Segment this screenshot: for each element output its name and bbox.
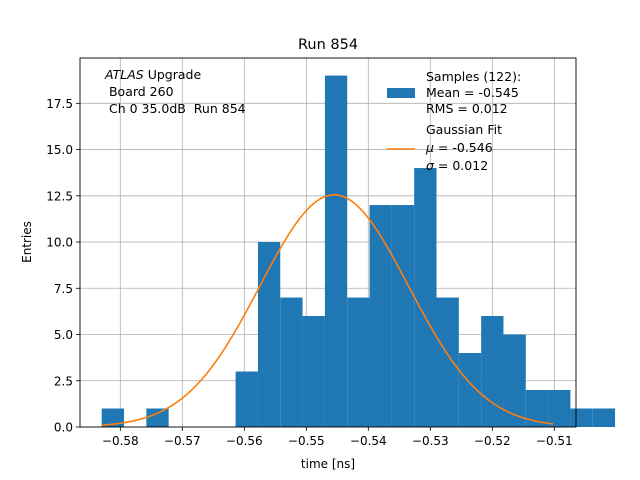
sigma-value: = 0.012 (434, 158, 488, 173)
sigma-symbol: σ (426, 158, 435, 173)
y-tick-label: 10.0 (46, 236, 73, 250)
y-tick-label: 15.0 (46, 143, 73, 157)
histogram-bar (414, 168, 437, 428)
y-tick-label: 0.0 (54, 421, 73, 435)
histogram-bar (525, 390, 549, 427)
y-tick-label: 2.5 (54, 374, 73, 388)
y-axis-ticks: 0.0 2.5 5.0 7.5 10.0 12.5 15.0 17.5 (46, 97, 80, 435)
histogram-bar (235, 371, 258, 427)
legend-samples-rms: RMS = 0.012 (426, 101, 508, 116)
legend-fit-label: Gaussian Fit (426, 122, 502, 137)
upgrade-label: Upgrade (144, 67, 202, 82)
x-tick-label: −0.54 (350, 434, 387, 448)
x-tick-label: −0.51 (536, 434, 573, 448)
histogram-bars (101, 75, 616, 428)
y-tick-label: 12.5 (46, 189, 73, 203)
x-axis-ticks: −0.58 −0.57 −0.56 −0.55 −0.54 −0.53 −0.52 −0.51 (102, 427, 573, 448)
plot-frame (79, 57, 577, 428)
x-axis-label: time [ns] (301, 457, 355, 471)
histogram-bar (570, 408, 593, 427)
histogram-bar (280, 297, 303, 427)
legend: Samples (122): Mean = -0.545 RMS = 0.012… (387, 69, 521, 173)
x-tick-label: −0.56 (226, 434, 263, 448)
histogram-bar (458, 353, 482, 427)
histogram-bar (146, 408, 169, 427)
annotation-line-3: Ch 0 35.0dB Run 854 (105, 101, 246, 116)
x-tick-label: −0.53 (412, 434, 449, 448)
annotation-line-2: Board 260 (105, 84, 174, 99)
histogram-bar (436, 297, 459, 427)
mu-symbol: μ (425, 140, 434, 155)
y-axis-label: Entries (20, 221, 34, 263)
gaussian-fit-curve (101, 194, 554, 427)
histogram-bar (548, 390, 571, 427)
annotation-text: ATLAS Upgrade Board 260 Ch 0 35.0dB Run … (104, 67, 246, 116)
histogram-bar (101, 408, 125, 427)
y-tick-label: 5.0 (54, 328, 73, 342)
histogram-bar (257, 242, 281, 427)
x-tick-label: −0.57 (164, 434, 201, 448)
legend-fit-sigma: σ = 0.012 (426, 158, 488, 173)
histogram-bar (481, 316, 504, 427)
histogram-bar (302, 316, 325, 427)
annotation-line-1: ATLAS Upgrade (104, 67, 201, 82)
x-tick-label: −0.55 (288, 434, 325, 448)
chart-title: Run 854 (298, 37, 358, 53)
legend-fit-mu: μ = -0.546 (425, 140, 493, 155)
y-tick-label: 17.5 (46, 97, 73, 111)
y-tick-label: 7.5 (54, 282, 73, 296)
mu-value: = -0.546 (434, 140, 493, 155)
histogram-bar (324, 75, 348, 428)
x-tick-label: −0.58 (102, 434, 139, 448)
legend-samples-label: Samples (122): (426, 69, 521, 84)
histogram-bar (503, 334, 526, 427)
histogram-bar (347, 297, 370, 427)
histogram-bar (592, 408, 616, 427)
histogram-bar (369, 205, 392, 427)
legend-samples-patch (387, 88, 415, 98)
atlas-label: ATLAS (104, 67, 144, 82)
legend-samples-mean: Mean = -0.545 (426, 85, 519, 100)
histogram-bar (391, 205, 415, 427)
x-tick-label: −0.52 (474, 434, 511, 448)
